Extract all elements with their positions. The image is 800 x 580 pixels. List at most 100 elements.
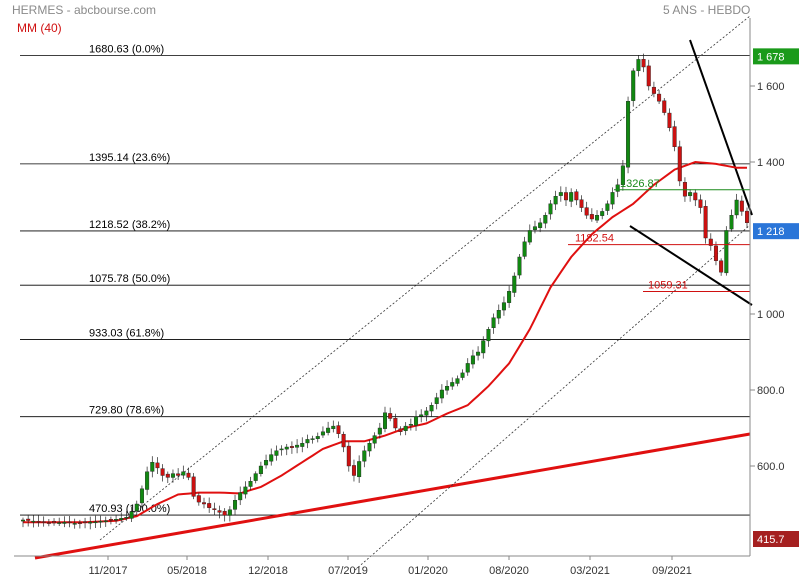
candle-body bbox=[279, 448, 284, 451]
candle-body bbox=[227, 509, 232, 516]
candle-body bbox=[62, 522, 67, 524]
candle-body bbox=[553, 195, 558, 205]
candle-body bbox=[170, 473, 175, 478]
fib-label: 1075.78 (50.0%) bbox=[89, 273, 170, 285]
candle-body bbox=[615, 184, 620, 192]
x-tick-label: 09/2021 bbox=[652, 565, 692, 577]
candle-body bbox=[651, 86, 656, 94]
candle-body bbox=[367, 443, 372, 452]
candle-body bbox=[667, 112, 672, 129]
candle-body bbox=[191, 476, 196, 497]
candle-body bbox=[445, 386, 450, 391]
candle-body bbox=[150, 462, 155, 472]
price-badge-label: 1 218 bbox=[757, 226, 785, 238]
x-tick-label: 01/2020 bbox=[408, 565, 448, 577]
candle-body bbox=[67, 521, 72, 524]
y-tick-label: 1 400 bbox=[757, 157, 785, 169]
candle-body bbox=[672, 126, 677, 147]
candle-body bbox=[248, 481, 253, 487]
y-tick-label: 600.0 bbox=[757, 461, 785, 473]
y-tick-label: 800.0 bbox=[757, 385, 785, 397]
candle-body bbox=[713, 245, 718, 262]
candle-body bbox=[724, 230, 729, 274]
candle-body bbox=[641, 58, 646, 68]
candle-body bbox=[486, 329, 491, 342]
candle-body bbox=[677, 146, 682, 182]
candle-body bbox=[253, 473, 258, 481]
candle-body bbox=[481, 340, 486, 354]
candle-body bbox=[72, 523, 77, 525]
candle-body bbox=[315, 436, 320, 439]
candle-body bbox=[414, 416, 419, 426]
candle-body bbox=[703, 206, 708, 239]
candle-body bbox=[564, 192, 569, 201]
candle-body bbox=[532, 226, 537, 230]
candle-body bbox=[238, 492, 243, 501]
candle-body bbox=[77, 522, 82, 524]
candle-body bbox=[646, 65, 651, 87]
candle-body bbox=[517, 256, 522, 276]
candle-body bbox=[662, 100, 667, 113]
candle-body bbox=[584, 207, 589, 216]
candle-body bbox=[83, 521, 88, 523]
price-badge-cur bbox=[753, 223, 799, 240]
candle-body bbox=[455, 378, 460, 384]
candle-body bbox=[26, 518, 31, 521]
candle-body bbox=[476, 351, 481, 356]
channel-upper-line bbox=[99, 15, 751, 541]
x-tick-label: 08/2020 bbox=[489, 565, 529, 577]
candle-body bbox=[124, 517, 129, 519]
axes: 1 600 1 400 1 000 800.0 600.0 11/2017 05/2018 1… bbox=[14, 18, 785, 577]
candle-body bbox=[129, 511, 134, 519]
price-badge-label: 415.7 bbox=[757, 534, 785, 546]
candle-body bbox=[108, 519, 113, 521]
candle-body bbox=[383, 412, 388, 429]
candle-body bbox=[222, 510, 227, 516]
price-badge-last bbox=[753, 48, 799, 65]
y-tick-label: 1 600 bbox=[757, 81, 785, 93]
candle-body bbox=[424, 410, 429, 416]
candle-body bbox=[708, 238, 713, 246]
candle-body bbox=[719, 260, 724, 273]
candle-body bbox=[501, 302, 506, 311]
channel-lower-line bbox=[354, 224, 751, 571]
candle-body bbox=[579, 199, 584, 208]
candle-body bbox=[103, 520, 108, 523]
moving-average bbox=[23, 160, 747, 524]
candle-body bbox=[574, 191, 579, 201]
candle-body bbox=[310, 438, 315, 440]
candle-body bbox=[165, 473, 170, 478]
candle-body bbox=[207, 503, 212, 508]
price-badge-label: 1 678 bbox=[757, 51, 785, 63]
candle-body bbox=[589, 214, 594, 220]
candle-body bbox=[57, 522, 62, 524]
candle-body bbox=[284, 446, 289, 450]
fib-label: 1680.63 (0.0%) bbox=[89, 43, 164, 55]
x-tick-label: 12/2018 bbox=[248, 565, 288, 577]
fib-label: 1395.14 (23.6%) bbox=[89, 152, 170, 164]
fib-label: 1218.52 (38.2%) bbox=[89, 219, 170, 231]
candle-body bbox=[274, 450, 279, 456]
candle-body bbox=[46, 522, 51, 524]
candle-body bbox=[181, 471, 186, 476]
candle-body bbox=[626, 100, 631, 168]
candle-body bbox=[739, 200, 744, 212]
candle-body bbox=[569, 192, 574, 202]
candle-body bbox=[264, 460, 269, 466]
candle-body bbox=[388, 413, 393, 419]
candle-body bbox=[36, 520, 41, 523]
candle-body bbox=[295, 444, 300, 448]
price-level-label: 1182.54 bbox=[575, 233, 614, 245]
candle-body bbox=[52, 520, 57, 524]
x-tick-label: 05/2018 bbox=[167, 565, 207, 577]
candle-body bbox=[548, 203, 553, 215]
fibonacci-levels: 1680.63 (0.0%) 1395.14 (23.6%) 1218.52 (38… bbox=[20, 43, 750, 516]
candle-body bbox=[196, 495, 201, 503]
candle-body bbox=[258, 465, 263, 475]
chart-title: HERMES - abcbourse.com bbox=[12, 3, 157, 17]
fib-label: 729.80 (78.6%) bbox=[89, 405, 164, 417]
candle-body bbox=[331, 425, 336, 430]
candle-body bbox=[491, 317, 496, 329]
candle-body bbox=[362, 450, 367, 462]
candles bbox=[21, 53, 750, 530]
